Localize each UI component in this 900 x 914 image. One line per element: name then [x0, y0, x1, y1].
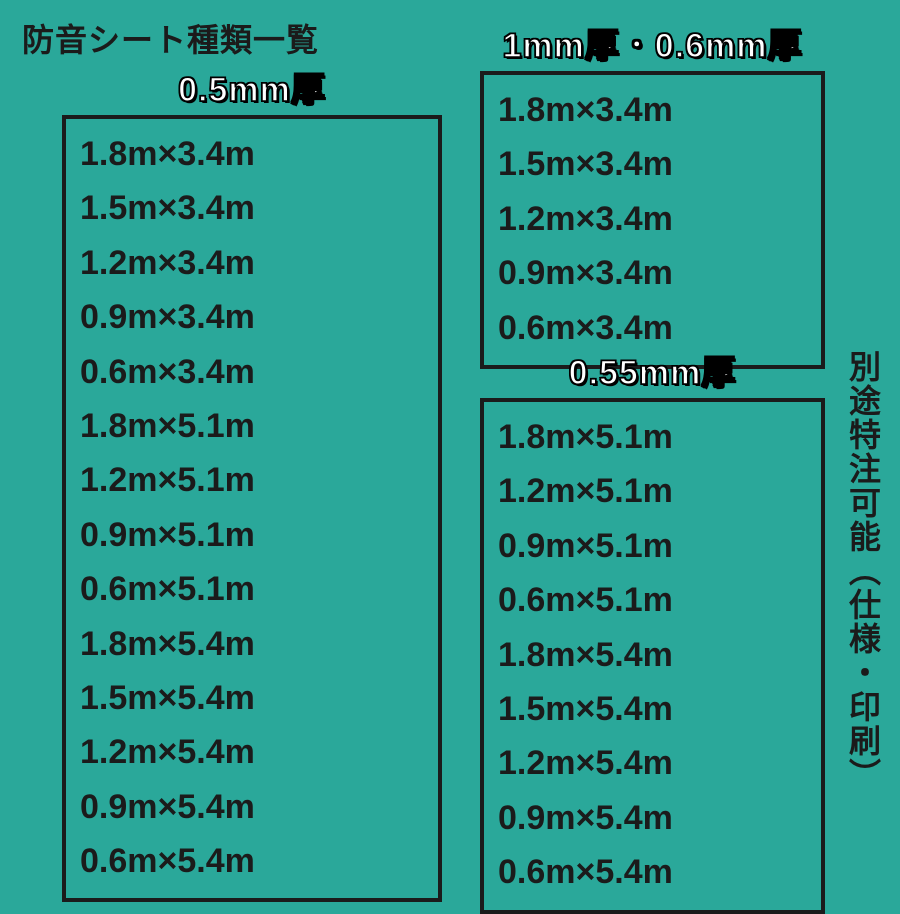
- size-entry: 0.6m×5.1m: [80, 562, 424, 616]
- size-entry: 1.5m×3.4m: [498, 137, 807, 191]
- section-05mm-heading: 0.5mm厚: [62, 62, 442, 111]
- size-entry: 1.8m×5.4m: [498, 628, 807, 682]
- size-entry: 1.2m×5.4m: [80, 725, 424, 779]
- size-entry: 1.2m×3.4m: [498, 192, 807, 246]
- size-entry: 0.6m×5.4m: [498, 845, 807, 899]
- size-entry: 0.9m×5.1m: [80, 508, 424, 562]
- size-entry: 0.9m×5.1m: [498, 519, 807, 573]
- size-entry: 1.2m×5.4m: [498, 736, 807, 790]
- size-entry: 0.9m×3.4m: [80, 290, 424, 344]
- size-entry: 1.2m×3.4m: [80, 236, 424, 290]
- section-055mm: 0.55mm厚 1.8m×5.1m 1.2m×5.1m 0.9m×5.1m 0.…: [480, 345, 825, 914]
- size-entry: 0.6m×5.1m: [498, 573, 807, 627]
- section-1mm-06mm-box: 1.8m×3.4m 1.5m×3.4m 1.2m×3.4m 0.9m×3.4m …: [480, 71, 825, 369]
- size-entry: 1.2m×5.1m: [498, 464, 807, 518]
- section-055mm-box: 1.8m×5.1m 1.2m×5.1m 0.9m×5.1m 0.6m×5.1m …: [480, 398, 825, 914]
- section-05mm: 0.5mm厚 1.8m×3.4m 1.5m×3.4m 1.2m×3.4m 0.9…: [62, 62, 442, 902]
- size-entry: 1.5m×5.4m: [80, 671, 424, 725]
- section-05mm-box: 1.8m×3.4m 1.5m×3.4m 1.2m×3.4m 0.9m×3.4m …: [62, 115, 442, 902]
- size-entry: 1.5m×5.4m: [498, 682, 807, 736]
- custom-order-note: 別途特注可能（仕様・印刷）: [844, 350, 882, 792]
- size-entry: 1.8m×3.4m: [80, 127, 424, 181]
- size-entry: 1.8m×3.4m: [498, 83, 807, 137]
- size-entry: 0.6m×5.4m: [80, 834, 424, 888]
- section-1mm-06mm-heading: 1mm厚・0.6mm厚: [480, 18, 825, 67]
- size-entry: 1.5m×3.4m: [80, 181, 424, 235]
- size-entry: 1.8m×5.1m: [80, 399, 424, 453]
- section-055mm-heading: 0.55mm厚: [480, 345, 825, 394]
- size-entry: 1.8m×5.4m: [80, 617, 424, 671]
- section-1mm-06mm: 1mm厚・0.6mm厚 1.8m×3.4m 1.5m×3.4m 1.2m×3.4…: [480, 18, 825, 369]
- size-entry: 0.6m×3.4m: [80, 345, 424, 399]
- page-title: 防音シート種類一覧: [22, 15, 319, 61]
- size-entry: 1.8m×5.1m: [498, 410, 807, 464]
- size-entry: 1.2m×5.1m: [80, 453, 424, 507]
- size-entry: 0.9m×5.4m: [498, 791, 807, 845]
- size-entry: 0.9m×3.4m: [498, 246, 807, 300]
- size-entry: 0.9m×5.4m: [80, 780, 424, 834]
